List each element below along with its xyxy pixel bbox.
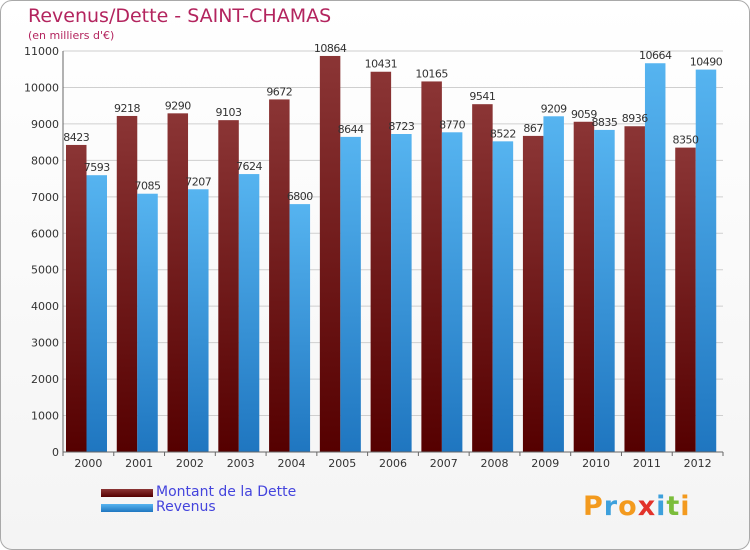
bar-revenus (695, 69, 717, 452)
bar-revenus (238, 174, 260, 452)
x-tick-label: 2009 (531, 457, 559, 470)
chart-title: Revenus/Dette - SAINT-CHAMAS (28, 5, 332, 27)
data-label-dette: 8936 (622, 112, 648, 125)
bar-revenus (594, 129, 615, 453)
bar-dette (421, 81, 442, 452)
bar-dette (573, 121, 595, 452)
bar-revenus (441, 132, 463, 452)
data-label-dette: 10165 (415, 67, 448, 80)
bar-dette (116, 115, 138, 452)
bar-dette (167, 113, 189, 452)
data-label-revenus: 10490 (690, 56, 723, 69)
data-label-dette: 9290 (165, 99, 191, 112)
bar-dette (66, 144, 87, 452)
y-tick-label: 7000 (31, 191, 59, 204)
bar-revenus (86, 175, 107, 453)
y-tick-label: 0 (52, 446, 59, 459)
data-label-revenus: 7207 (185, 175, 211, 188)
x-tick-label: 2001 (125, 457, 153, 470)
x-tick-label: 2011 (633, 457, 661, 470)
bar-revenus (188, 189, 209, 452)
x-tick-label: 2008 (481, 457, 509, 470)
data-label-dette: 10864 (314, 42, 347, 55)
bar-dette (472, 104, 493, 452)
data-label-dette: 8350 (672, 134, 698, 147)
data-label-dette: 9103 (216, 106, 242, 119)
x-tick-label: 2006 (379, 457, 407, 470)
y-tick-label: 3000 (31, 337, 59, 350)
x-tick-label: 2004 (277, 457, 305, 470)
x-tick-label: 2005 (328, 457, 356, 470)
bar-dette (522, 135, 544, 452)
data-label-dette: 8423 (63, 131, 89, 144)
y-tick-label: 10000 (24, 81, 59, 94)
data-label-dette: 9218 (114, 102, 140, 115)
bar-dette (269, 99, 290, 453)
data-label-revenus: 8770 (439, 118, 465, 131)
bar-revenus (391, 134, 412, 452)
bar-revenus (543, 116, 564, 452)
bar-revenus (492, 141, 514, 453)
bar-revenus (289, 204, 311, 452)
data-label-revenus: 8835 (591, 116, 617, 129)
bar-dette (370, 71, 392, 452)
bar-dette (624, 126, 645, 452)
x-tick-label: 2010 (582, 457, 610, 470)
legend-label-debt: Montant de la Dette (156, 484, 297, 500)
data-label-revenus: 8522 (490, 127, 516, 140)
proxiti-logo: Proxiti (583, 491, 691, 522)
chart-subtitle: (en milliers d'€) (28, 29, 115, 42)
data-label-revenus: 10664 (639, 49, 672, 62)
x-tick-label: 2000 (74, 457, 102, 470)
x-tick-label: 2012 (684, 457, 712, 470)
data-label-dette: 10431 (365, 58, 398, 71)
data-label-revenus: 7624 (236, 160, 262, 173)
x-tick-label: 2002 (176, 457, 204, 470)
bar-dette (675, 147, 696, 452)
y-tick-label: 11000 (24, 45, 59, 58)
data-label-revenus: 9209 (541, 102, 567, 115)
legend-label-revenus: Revenus (156, 499, 216, 515)
data-label-revenus: 7593 (84, 161, 110, 174)
data-label-revenus: 8644 (338, 123, 364, 136)
legend-swatch-revenus (101, 504, 153, 512)
bar-revenus (340, 136, 361, 452)
data-label-dette: 9541 (469, 90, 495, 103)
data-label-dette: 867 (523, 122, 543, 135)
bar-dette (319, 55, 341, 452)
y-tick-label: 5000 (31, 264, 59, 277)
y-tick-label: 1000 (31, 410, 59, 423)
data-label-revenus: 6800 (287, 190, 313, 203)
bar-revenus (137, 193, 158, 452)
data-label-dette: 9672 (266, 85, 292, 98)
y-tick-label: 9000 (31, 118, 59, 131)
data-label-revenus: 7085 (135, 180, 161, 193)
bar-revenus (644, 63, 666, 453)
x-tick-label: 2003 (227, 457, 255, 470)
data-label-dette: 9059 (571, 108, 597, 121)
y-tick-label: 4000 (31, 300, 59, 313)
y-tick-label: 6000 (31, 227, 59, 240)
bar-dette (218, 120, 239, 453)
x-tick-label: 2007 (430, 457, 458, 470)
y-tick-label: 2000 (31, 373, 59, 386)
legend-swatch-debt (101, 489, 153, 497)
data-label-revenus: 8723 (388, 120, 414, 133)
y-tick-label: 8000 (31, 154, 59, 167)
